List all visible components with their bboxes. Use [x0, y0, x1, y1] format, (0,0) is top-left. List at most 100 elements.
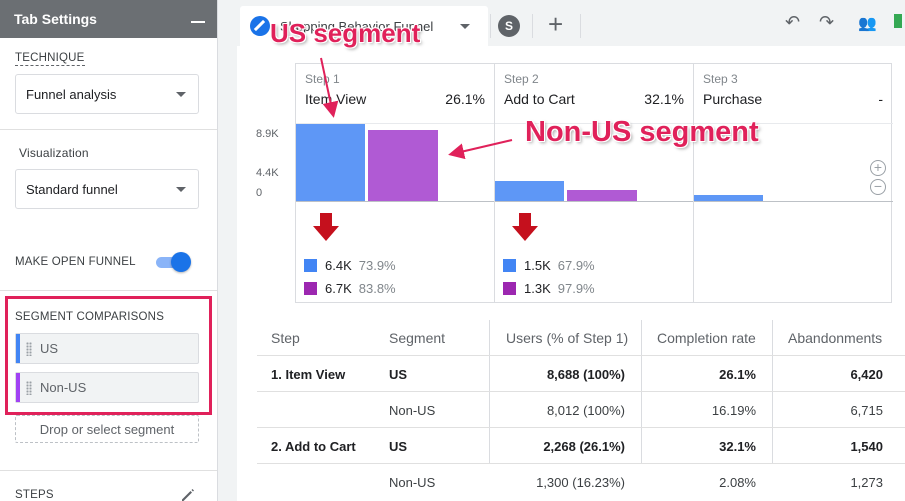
funnel-chart: 8.9K 4.4K 0 Step 1 Item View 26.1% Step … [256, 63, 893, 303]
column-header-segment[interactable]: Segment [389, 330, 446, 346]
dropoff-us-step1: 6.4K 73.9% [304, 258, 396, 273]
toggle-knob [171, 252, 191, 272]
y-tick-label: 4.4K [256, 167, 279, 179]
bar-step1-us[interactable] [296, 124, 365, 201]
visualization-label: Visualization [19, 146, 89, 160]
step-number: Step 3 [703, 72, 738, 86]
dropoff-non-us-step1: 6.7K 83.8% [304, 281, 396, 296]
edit-steps-icon[interactable] [179, 486, 197, 501]
table-row: Non-US 1,300 (16.23%) 2.08% 1,273 [257, 464, 905, 500]
column-header-completion[interactable]: Completion rate [657, 330, 756, 346]
segment-tab-avatar[interactable]: S [498, 15, 520, 37]
divider [0, 470, 217, 471]
row-segment: Non-US [389, 474, 436, 490]
divider [532, 14, 533, 38]
dropoff-percent: 73.9% [358, 258, 396, 273]
technique-section: TECHNIQUE Funnel analysis [0, 38, 217, 130]
bar-step1-non-us[interactable] [368, 130, 438, 201]
step-name: Purchase [703, 91, 763, 107]
dropoff-us-step2: 1.5K 67.9% [503, 258, 595, 273]
zoom-in-icon[interactable]: + [870, 160, 886, 176]
minimize-icon[interactable] [191, 21, 205, 23]
funnel-step-3[interactable]: Step 3 Purchase - [694, 64, 892, 302]
segment-chip-label: Non-US [40, 380, 87, 395]
tab-settings-header: Tab Settings [0, 0, 217, 38]
open-funnel-toggle[interactable] [156, 252, 191, 272]
status-indicator [894, 14, 902, 28]
step-rate: - [878, 91, 883, 107]
technique-label: TECHNIQUE [15, 52, 85, 66]
column-header-step[interactable]: Step [271, 330, 300, 346]
segment-chip-non-us[interactable]: Non-US [15, 372, 199, 403]
divider [580, 14, 581, 38]
row-step: 2. Add to Cart [271, 438, 356, 454]
dropoff-percent: 83.8% [358, 281, 396, 296]
dropoff-value: 6.7K [325, 281, 352, 296]
step-rate: 26.1% [445, 91, 485, 107]
annotation-us-segment: US segment [270, 18, 421, 48]
tab-settings-title: Tab Settings [14, 11, 97, 27]
segment-chip-us[interactable]: US [15, 333, 199, 364]
dropoff-value: 1.3K [524, 281, 551, 296]
bar-step3-us[interactable] [694, 195, 763, 201]
funnel-step-2[interactable]: Step 2 Add to Cart 32.1% [495, 64, 694, 302]
exploration-canvas: 8.9K 4.4K 0 Step 1 Item View 26.1% Step … [237, 46, 905, 501]
row-segment: US [389, 438, 408, 454]
drop-segment-zone[interactable]: Drop or select segment [15, 415, 199, 443]
redo-icon[interactable]: ↷ [819, 12, 835, 32]
steps-label: STEPS [15, 489, 54, 501]
tab-shopping-behavior-funnel[interactable]: Shopping Behavior Funnel [240, 6, 488, 46]
zoom-out-icon[interactable]: − [870, 179, 886, 195]
row-users: 2,268 (26.1%) [543, 438, 625, 454]
column-divider [772, 320, 773, 464]
drag-handle-icon[interactable] [26, 341, 32, 356]
segment-color-bar [16, 334, 20, 363]
annotation-arrow-non-us [448, 139, 513, 160]
table-header-row: Step Segment Users (% of Step 1) Complet… [257, 320, 905, 356]
baseline [296, 201, 893, 202]
visualization-dropdown[interactable]: Standard funnel [15, 169, 199, 209]
legend-swatch [503, 259, 516, 272]
drag-handle-icon[interactable] [26, 380, 32, 395]
legend-swatch [304, 259, 317, 272]
divider [490, 14, 491, 38]
technique-dropdown[interactable]: Funnel analysis [15, 74, 199, 114]
share-users-icon[interactable]: 👥 [858, 15, 877, 32]
edit-pencil-icon [250, 16, 270, 36]
legend-swatch [304, 282, 317, 295]
bar-step2-us[interactable] [495, 181, 564, 201]
row-step: 1. Item View [271, 366, 346, 382]
tab-strip: Shopping Behavior Funnel S + ↶ ↷ 👥 [218, 0, 905, 52]
row-completion: 32.1% [719, 438, 756, 454]
chevron-down-icon[interactable] [460, 23, 470, 29]
row-abandonments: 1,273 [850, 474, 883, 490]
row-users: 1,300 (16.23%) [536, 474, 625, 490]
column-header-abandonments[interactable]: Abandonments [788, 330, 883, 346]
step-name: Item View [305, 91, 367, 107]
step-number: Step 1 [305, 72, 340, 86]
column-divider [641, 320, 642, 464]
avatar-letter: S [504, 19, 513, 33]
undo-icon[interactable]: ↶ [785, 12, 801, 32]
dropoff-percent: 67.9% [557, 258, 595, 273]
drop-off-arrow-icon [512, 213, 538, 243]
bar-step2-non-us[interactable] [567, 190, 637, 201]
annotation-non-us-segment: Non-US segment [525, 116, 759, 148]
column-header-users[interactable]: Users (% of Step 1) [506, 330, 629, 346]
funnel-step-1[interactable]: Step 1 Item View 26.1% [296, 64, 495, 302]
step-number: Step 2 [504, 72, 539, 86]
segment-chip-label: US [40, 341, 59, 356]
y-tick-label: 0 [256, 187, 263, 199]
segment-color-bar [16, 373, 20, 402]
row-users: 8,012 (100%) [546, 402, 625, 418]
chevron-down-icon [176, 187, 186, 192]
annotation-arrow-us [320, 57, 339, 118]
add-tab-icon[interactable]: + [548, 9, 564, 39]
row-segment: US [389, 366, 408, 382]
dropoff-percent: 97.9% [557, 281, 595, 296]
dropoff-non-us-step2: 1.3K 97.9% [503, 281, 595, 296]
visualization-value: Standard funnel [26, 181, 118, 197]
row-abandonments: 6,715 [850, 402, 883, 418]
y-tick-label: 8.9K [256, 128, 279, 140]
